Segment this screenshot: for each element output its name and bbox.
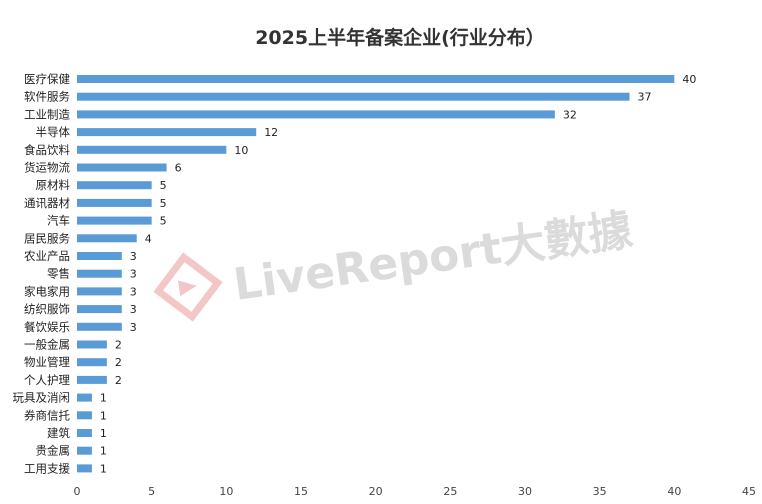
data-label: 2	[115, 374, 122, 387]
bar	[77, 181, 152, 190]
bar	[77, 145, 227, 154]
bar	[77, 252, 122, 260]
category-label: 贵金属	[36, 444, 71, 458]
bar	[77, 340, 107, 349]
bar	[77, 358, 107, 367]
category-label: 医疗保健	[24, 72, 70, 86]
category-label: 纺织服饰	[24, 302, 70, 316]
bar	[77, 464, 92, 473]
x-tick-label: 10	[219, 485, 233, 498]
x-tick-label: 25	[443, 485, 457, 498]
bar	[77, 216, 152, 225]
x-axis: 0 5 10 15 20 25 30 35 40 45	[74, 485, 757, 498]
data-label: 3	[130, 268, 137, 281]
category-label: 个人护理	[24, 373, 70, 387]
data-label: 3	[130, 321, 137, 334]
data-label: 3	[130, 303, 137, 316]
category-label: 物业管理	[24, 355, 70, 369]
bar	[77, 411, 92, 420]
x-tick-label: 15	[294, 485, 308, 498]
category-label: 餐饮娱乐	[24, 320, 70, 334]
data-label: 1	[100, 392, 107, 405]
category-label: 建筑	[47, 426, 70, 440]
data-label: 3	[130, 250, 137, 263]
category-label: 原材料	[36, 178, 71, 192]
data-label: 37	[638, 91, 652, 104]
data-label: 1	[100, 462, 107, 475]
data-label: 1	[100, 427, 107, 440]
bar	[77, 269, 122, 278]
bar	[77, 287, 122, 296]
category-label: 食品饮料	[24, 143, 70, 157]
x-tick-label: 30	[518, 485, 532, 498]
bar	[77, 92, 630, 101]
category-label: 软件服务	[24, 90, 70, 104]
bar	[77, 163, 167, 172]
bar	[77, 446, 92, 455]
data-label: 1	[100, 409, 107, 422]
data-label: 10	[234, 144, 248, 157]
bar	[77, 375, 107, 384]
category-label: 货运物流	[24, 161, 70, 175]
watermark: LiveReport大數據	[153, 204, 636, 322]
x-tick-label: 0	[74, 485, 81, 498]
data-label: 12	[264, 126, 278, 139]
category-label: 一般金属	[24, 338, 70, 352]
x-tick-label: 35	[593, 485, 607, 498]
data-label: 2	[115, 356, 122, 369]
bar	[77, 429, 92, 437]
category-label: 居民服务	[24, 231, 70, 245]
data-label: 6	[175, 162, 182, 175]
category-label: 通讯器材	[24, 196, 70, 210]
data-label: 32	[563, 108, 577, 121]
bar	[77, 198, 152, 207]
x-tick-label: 20	[369, 485, 383, 498]
data-label: 40	[682, 73, 696, 86]
category-label: 零售	[47, 267, 70, 281]
watermark-logo-icon	[153, 252, 223, 322]
data-label: 5	[160, 179, 167, 192]
category-label: 半导体	[36, 125, 71, 139]
data-label: 3	[130, 285, 137, 298]
bar	[77, 75, 675, 83]
category-label: 工业制造	[24, 107, 70, 121]
data-label: 1	[100, 445, 107, 458]
category-label: 玩具及消闲	[13, 391, 71, 405]
x-tick-label: 45	[742, 485, 756, 498]
bar	[77, 305, 122, 314]
data-label: 2	[115, 339, 122, 352]
category-label: 工用支援	[24, 461, 70, 475]
data-label: 5	[160, 197, 167, 210]
x-tick-label: 40	[667, 485, 681, 498]
category-label: 农业产品	[24, 249, 70, 263]
category-label: 券商信托	[24, 408, 70, 422]
data-label: 5	[160, 215, 167, 228]
category-label: 汽车	[47, 214, 70, 228]
bar	[77, 393, 92, 402]
watermark-text: LiveReport大數據	[230, 204, 636, 311]
x-tick-label: 5	[148, 485, 155, 498]
chart-title: 2025上半年备案企业(行业分布）	[255, 26, 545, 49]
bar	[77, 128, 257, 137]
bar	[77, 234, 137, 243]
category-label: 家电家用	[24, 284, 70, 298]
bar	[77, 110, 555, 119]
data-label: 4	[145, 232, 152, 245]
bar	[77, 322, 122, 331]
